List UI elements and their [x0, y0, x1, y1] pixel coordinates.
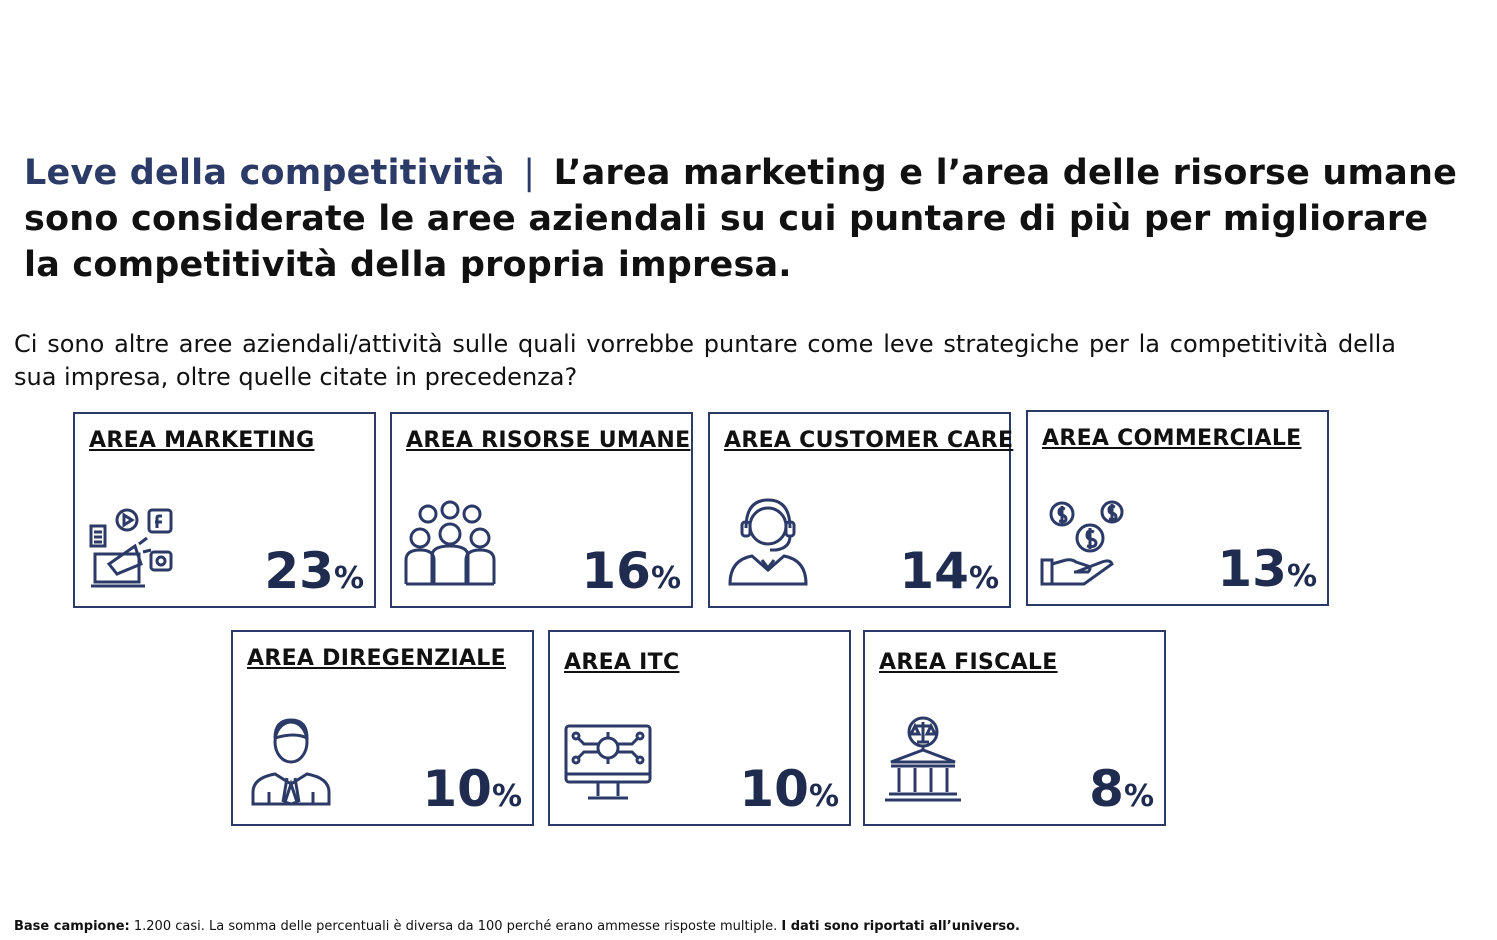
footer-universe-note: I dati sono riportati all’universo.	[781, 919, 1020, 934]
card-label: AREA COMMERCIALE	[1042, 426, 1302, 451]
title-text: L’area marketing e l’area delle risorse …	[24, 153, 1458, 285]
card-label: AREA MARKETING	[89, 428, 315, 453]
footer-text: 1.200 casi. La somma delle percentuali è…	[129, 919, 782, 934]
card-label: AREA CUSTOMER CARE	[724, 428, 1014, 453]
manager-icon	[251, 718, 331, 806]
people-group-icon	[404, 500, 496, 586]
card-value: 10%	[739, 760, 839, 818]
card-area-risorse-umane: AREA RISORSE UMANE 16%	[390, 412, 693, 608]
card-label: AREA DIREGENZIALE	[247, 646, 506, 671]
computer-circuit-icon	[564, 724, 652, 800]
card-label: AREA RISORSE UMANE	[406, 428, 691, 453]
card-value: 10%	[422, 760, 522, 818]
card-value: 13%	[1217, 540, 1317, 598]
page-title: Leve della competitività | L’area market…	[24, 150, 1474, 288]
footer-note: Base campione: 1.200 casi. La somma dell…	[14, 919, 1020, 934]
card-area-diregenziale: AREA DIREGENZIALE 10%	[231, 630, 534, 826]
card-area-fiscale: AREA FISCALE 8%	[863, 630, 1166, 826]
card-area-marketing: AREA MARKETING 23%	[73, 412, 376, 608]
card-value: 14%	[899, 542, 999, 600]
card-value: 23%	[264, 542, 364, 600]
title-lead: Leve della competitività	[24, 153, 505, 193]
card-area-itc: AREA ITC 10%	[548, 630, 851, 826]
card-area-commerciale: AREA COMMERCIALE 13%	[1026, 410, 1329, 606]
card-label: AREA FISCALE	[879, 650, 1058, 675]
headset-operator-icon	[728, 498, 808, 586]
marketing-megaphone-icon	[89, 508, 173, 588]
card-area-customer-care: AREA CUSTOMER CARE 14%	[708, 412, 1014, 608]
survey-question: Ci sono altre aree aziendali/attività su…	[14, 330, 1396, 391]
card-value: 8%	[1089, 760, 1154, 818]
money-hand-icon	[1040, 500, 1124, 586]
title-separator: |	[523, 153, 536, 193]
footer-label: Base campione:	[14, 919, 130, 934]
card-value: 16%	[581, 542, 681, 600]
card-label: AREA ITC	[564, 650, 680, 675]
tax-institution-icon	[885, 716, 961, 802]
